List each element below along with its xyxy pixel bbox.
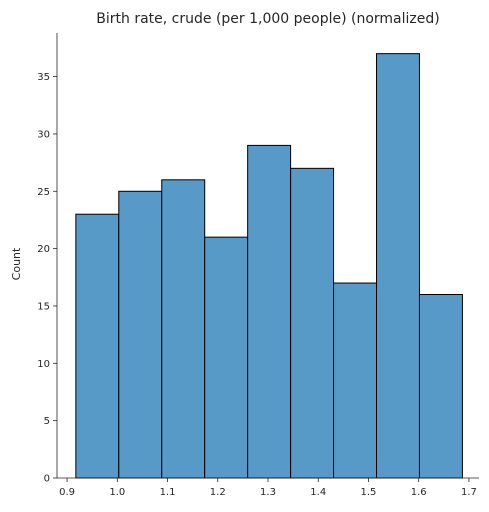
x-tick-label: 1.1 — [160, 487, 176, 498]
x-ticks-group: 0.9 1.0 1.1 1.2 1.3 1.4 1.5 1.6 1.7 — [59, 478, 477, 498]
y-ticks-group: 0 5 10 15 20 25 30 35 — [37, 72, 57, 485]
x-tick-label: 1.5 — [361, 487, 377, 498]
x-tick-label: 1.6 — [411, 487, 427, 498]
histogram-bar — [290, 167, 335, 479]
histogram-bar — [333, 282, 378, 479]
x-tick-label: 1.0 — [109, 487, 125, 498]
histogram-bar — [247, 144, 292, 479]
x-tick-label: 1.7 — [461, 487, 477, 498]
y-tick-label: 5 — [44, 416, 50, 427]
x-tick-label: 1.3 — [260, 487, 276, 498]
histogram-bar — [204, 236, 249, 479]
chart-title: Birth rate, crude (per 1,000 people) (no… — [96, 11, 439, 27]
y-tick-label: 15 — [37, 301, 50, 312]
y-tick-label: 10 — [37, 359, 50, 370]
y-axis-label: Count — [10, 247, 23, 280]
bars-group — [75, 53, 463, 479]
y-tick-label: 20 — [37, 244, 50, 255]
histogram-bar — [376, 53, 420, 479]
x-tick-label: 0.9 — [59, 487, 75, 498]
y-tick-label: 35 — [37, 72, 50, 83]
y-tick-label: 30 — [37, 129, 50, 140]
y-tick-label: 0 — [44, 474, 50, 485]
histogram-bar — [161, 179, 206, 479]
x-tick-label: 1.2 — [210, 487, 226, 498]
histogram-bar — [118, 190, 163, 479]
x-tick-label: 1.4 — [310, 487, 326, 498]
histogram-bar — [418, 293, 463, 479]
histogram-bar — [75, 213, 120, 479]
y-tick-label: 25 — [37, 187, 50, 198]
